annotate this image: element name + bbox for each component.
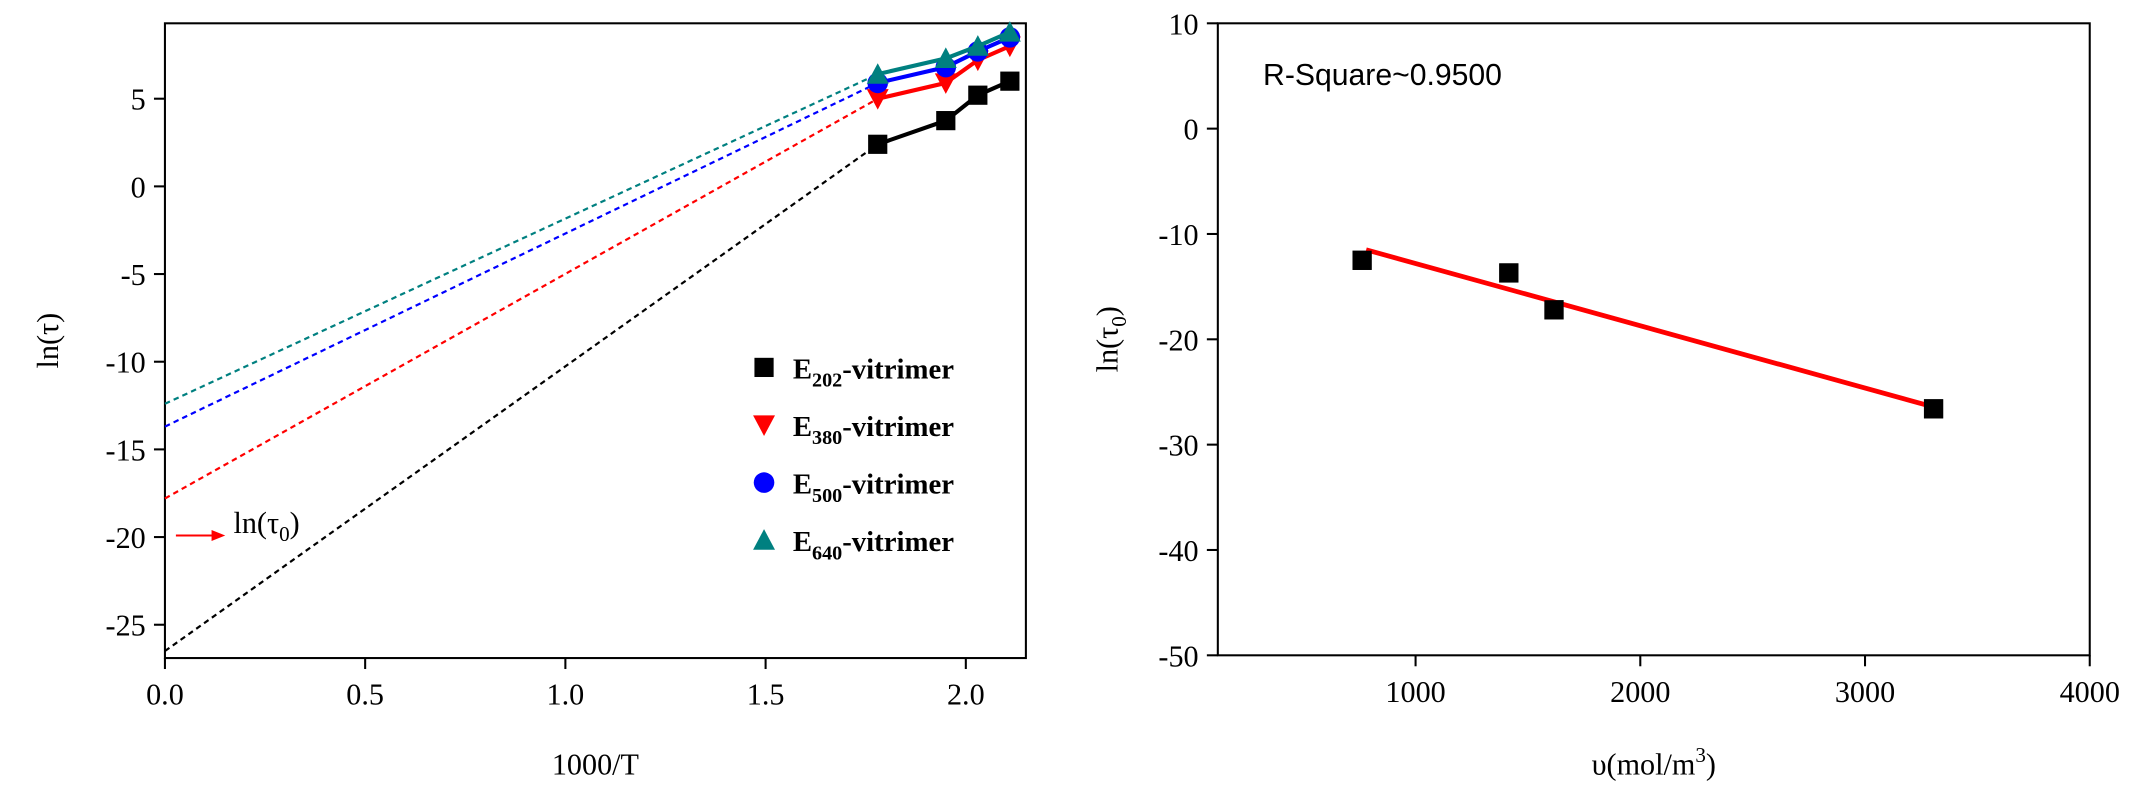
x-axis-label: 1000/T	[552, 748, 639, 782]
series-line	[877, 30, 1011, 77]
y-tick-label: -50	[1158, 639, 1198, 673]
x-tick-label: 1000	[1385, 675, 1445, 709]
annotation: ln(τ0)	[233, 506, 299, 546]
x-tick-label: 1.5	[747, 678, 785, 712]
y-tick-label: -5	[121, 258, 146, 292]
x-tick-label: 0.0	[146, 678, 184, 712]
plot-frame	[1216, 22, 2091, 657]
annotation-arrowhead	[211, 530, 226, 541]
extrapolation-line	[164, 81, 879, 428]
marker	[1000, 71, 1020, 91]
legend-label: E500-vitrimer	[793, 469, 954, 507]
y-tick-label: -10	[106, 346, 146, 380]
x-tick-label: 2000	[1610, 675, 1670, 709]
fit-line	[1365, 247, 1934, 410]
series-line	[877, 35, 1011, 85]
extrapolation-line	[164, 97, 879, 500]
legend-label: E640-vitrimer	[793, 526, 954, 564]
annotation: R-Square~0.9500	[1263, 59, 1502, 92]
plot-frame	[163, 22, 1027, 660]
series-line	[877, 79, 1011, 147]
x-tick-label: 1.0	[547, 678, 585, 712]
y-tick-label: 0	[131, 170, 146, 204]
marker	[1923, 399, 1944, 419]
marker	[754, 357, 774, 378]
series-line	[877, 44, 1011, 101]
marker	[998, 21, 1021, 42]
y-tick-label: 0	[1184, 113, 1199, 147]
y-tick-label: -40	[1158, 534, 1198, 568]
y-tick-label: -20	[1158, 323, 1198, 357]
marker	[968, 85, 988, 105]
marker	[753, 415, 776, 436]
legend-label: E202-vitrimer	[793, 353, 954, 391]
marker	[753, 472, 775, 493]
marker	[936, 111, 956, 131]
y-tick-label: -20	[106, 521, 146, 555]
y-tick-label: 5	[131, 83, 146, 117]
marker	[1544, 300, 1564, 320]
y-tick-label: -25	[106, 609, 146, 643]
x-tick-label: 0.5	[346, 678, 384, 712]
x-tick-label: 2.0	[947, 678, 985, 712]
marker	[1352, 250, 1372, 270]
y-tick-label: 10	[1168, 7, 1198, 41]
y-tick-label: -30	[1158, 429, 1198, 463]
y-tick-label: -15	[106, 433, 146, 467]
marker	[1499, 263, 1519, 283]
x-tick-label: 4000	[2060, 675, 2120, 709]
y-axis-label: ln(τ)	[31, 313, 65, 369]
marker	[934, 73, 957, 94]
marker	[966, 35, 989, 56]
y-tick-label: -10	[1158, 218, 1198, 252]
legend-label: E380-vitrimer	[793, 411, 954, 449]
marker	[866, 63, 889, 84]
marker	[868, 134, 888, 154]
extrapolation-line	[164, 143, 879, 652]
marker	[934, 47, 957, 68]
x-tick-label: 3000	[1835, 675, 1895, 709]
marker	[753, 529, 776, 550]
x-axis-label: υ(mol/m3)	[1592, 743, 1716, 781]
marker	[866, 89, 889, 110]
extrapolation-line	[164, 73, 879, 405]
y-axis-label: ln(τ0)	[1091, 306, 1131, 372]
